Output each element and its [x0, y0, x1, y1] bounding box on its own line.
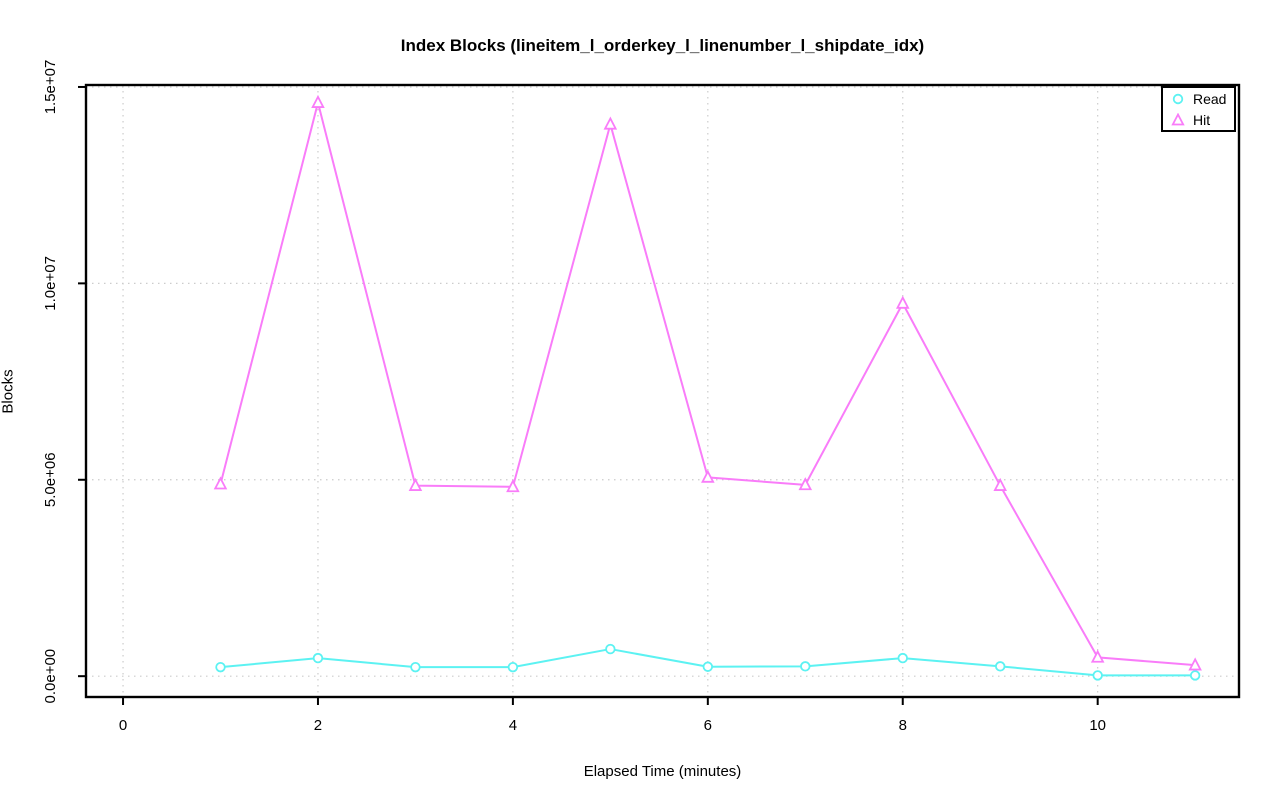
y-tick-label: 0.0e+00	[42, 649, 59, 704]
data-point-hit	[798, 477, 813, 491]
y-tick-label: 1.5e+07	[42, 60, 59, 115]
legend-item-hit: Hit	[1170, 109, 1234, 130]
data-point-hit	[311, 94, 325, 108]
data-point-hit	[603, 116, 618, 130]
x-tick-label: 2	[314, 717, 322, 734]
legend-item-read: Read	[1170, 88, 1234, 109]
data-point-hit	[408, 477, 423, 491]
data-point-hit	[895, 295, 910, 309]
data-point-read	[1092, 670, 1103, 681]
data-point-read	[995, 661, 1006, 672]
data-point-read	[605, 643, 616, 655]
data-point-hit	[701, 469, 715, 483]
chart-title: Index Blocks (lineitem_l_orderkey_l_line…	[400, 36, 925, 55]
data-point-read	[702, 661, 714, 672]
legend-read-label: Read	[1193, 90, 1227, 107]
data-point-read	[312, 652, 324, 664]
data-point-hit	[506, 479, 520, 493]
x-tick-label: 6	[704, 717, 712, 734]
legend-hit-marker-icon	[1171, 112, 1185, 125]
data-point-read	[410, 661, 421, 673]
legend-hit-label: Hit	[1193, 111, 1211, 128]
x-tick-label: 4	[509, 717, 517, 734]
data-point-hit	[993, 477, 1007, 491]
y-tick-label: 5.0e+06	[42, 452, 59, 507]
data-point-read	[507, 661, 519, 673]
plot-border	[84, 83, 1241, 699]
x-tick-label: 8	[899, 717, 907, 734]
y-tick-label: 1.0e+07	[42, 256, 59, 311]
x-tick-label: 0	[119, 717, 127, 734]
data-point-read	[800, 661, 811, 672]
x-tick-label: 10	[1089, 717, 1106, 734]
data-point-read	[1189, 670, 1201, 681]
legend-read-marker-icon	[1172, 93, 1184, 104]
x-axis-label: Elapsed Time (minutes)	[583, 763, 742, 780]
data-point-read	[215, 661, 226, 673]
data-point-hit	[213, 476, 228, 490]
data-point-hit	[1188, 657, 1202, 671]
data-point-hit	[1090, 649, 1105, 663]
y-axis-label: Blocks	[0, 369, 17, 414]
legend: Read Hit	[1161, 86, 1236, 132]
data-point-read	[897, 652, 908, 664]
